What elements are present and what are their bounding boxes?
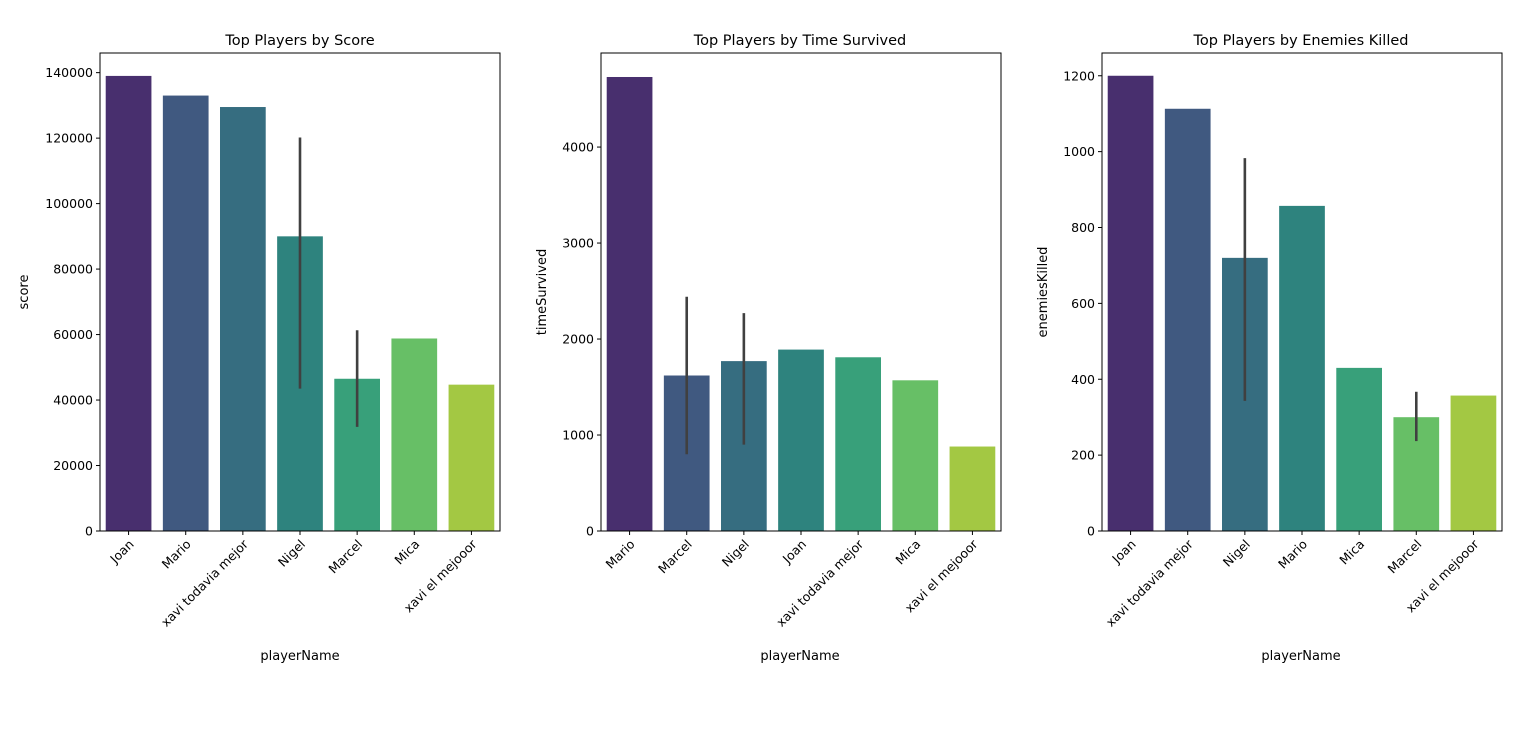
y-axis-label: timeSurvived [535, 249, 550, 335]
bar-xavi-el-mejooor [1450, 395, 1497, 531]
bar-xavi-todavia-mejor [220, 107, 266, 532]
bar-joan [1107, 75, 1154, 531]
bar-xavi-el-mejooor [949, 446, 996, 531]
bar-mica [892, 380, 939, 531]
chart-title: Top Players by Time Survived [693, 33, 907, 49]
bar-mica [391, 338, 438, 531]
y-tick-label: 600 [1071, 296, 1095, 311]
bar-joan [778, 349, 824, 531]
y-tick-label: 800 [1071, 220, 1095, 235]
bar-xavi-el-mejooor [448, 384, 495, 531]
y-tick-label: 0 [586, 524, 594, 539]
y-axis-label: score [17, 275, 32, 310]
x-axis-label: playerName [760, 649, 839, 664]
bar-mario [606, 76, 653, 532]
y-tick-label: 1000 [1063, 144, 1095, 159]
y-tick-label: 400 [1071, 372, 1095, 387]
y-tick-label: 20000 [53, 458, 93, 473]
y-tick-label: 1000 [562, 428, 594, 443]
y-tick-label: 200 [1071, 448, 1095, 463]
bar-mica [1336, 367, 1382, 531]
bar-xavi-todavia-mejor [835, 357, 881, 531]
y-tick-label: 1200 [1063, 68, 1095, 83]
x-axis-label: playerName [1261, 649, 1340, 664]
bar-joan [105, 75, 152, 531]
y-tick-label: 100000 [45, 196, 93, 211]
y-tick-label: 140000 [45, 65, 93, 80]
y-tick-label: 0 [85, 524, 93, 539]
chart-title: Top Players by Enemies Killed [1193, 33, 1409, 49]
bar-mario [1279, 205, 1325, 531]
y-tick-label: 4000 [562, 140, 594, 155]
chart-panel-score: Top Players by Score score playerName 0 2… [17, 33, 501, 664]
bar-xavi-todavia-mejor [1164, 108, 1211, 532]
y-tick-label: 3000 [562, 236, 594, 251]
x-axis-label: playerName [260, 649, 339, 664]
y-tick-label: 80000 [53, 262, 93, 277]
bar-mario [162, 95, 209, 531]
chart-title: Top Players by Score [224, 33, 374, 49]
y-tick-label: 2000 [562, 332, 594, 347]
y-tick-label: 120000 [45, 131, 93, 146]
y-axis-label: enemiesKilled [1036, 247, 1051, 338]
plot-area: 020000400006000080000100000120000140000J… [45, 52, 501, 630]
y-tick-label: 40000 [53, 393, 93, 408]
y-tick-label: 0 [1087, 524, 1095, 539]
y-tick-label: 60000 [53, 327, 93, 342]
